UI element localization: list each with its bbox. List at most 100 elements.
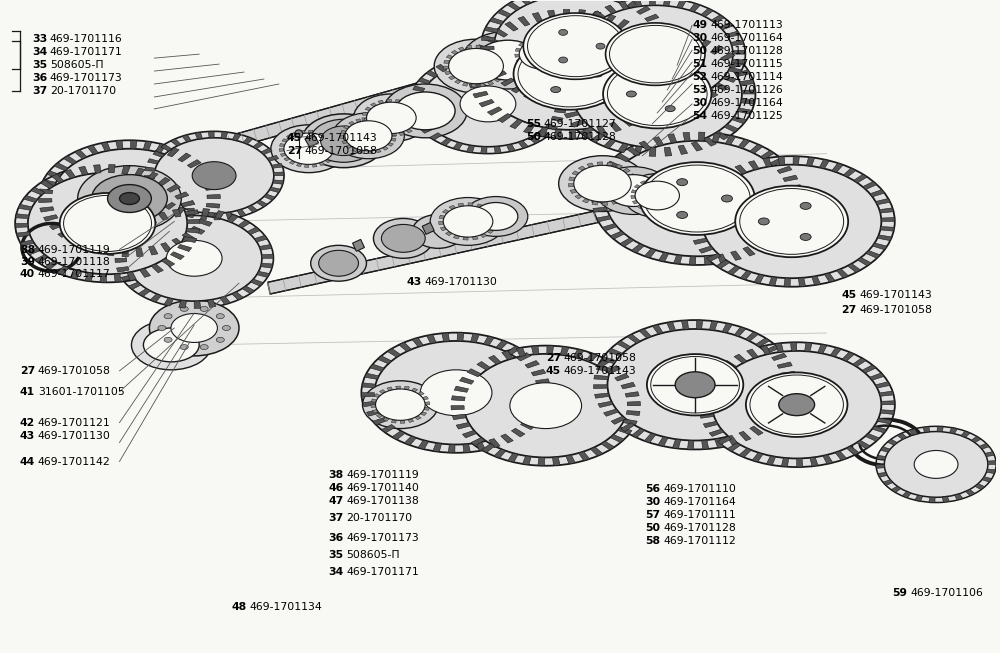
Ellipse shape xyxy=(164,338,172,342)
Ellipse shape xyxy=(451,345,640,466)
Polygon shape xyxy=(170,252,184,260)
Polygon shape xyxy=(682,99,692,107)
Polygon shape xyxy=(679,193,684,195)
Polygon shape xyxy=(54,163,68,170)
Polygon shape xyxy=(929,497,935,503)
Polygon shape xyxy=(284,157,290,161)
Polygon shape xyxy=(115,249,128,253)
Text: 27: 27 xyxy=(287,146,302,156)
Polygon shape xyxy=(481,234,487,238)
Polygon shape xyxy=(568,98,574,106)
Polygon shape xyxy=(691,142,703,151)
Ellipse shape xyxy=(702,165,881,278)
Polygon shape xyxy=(628,174,635,178)
Ellipse shape xyxy=(374,341,538,445)
Text: 469-1701111: 469-1701111 xyxy=(663,510,736,520)
Ellipse shape xyxy=(510,383,582,428)
Polygon shape xyxy=(476,442,486,451)
Polygon shape xyxy=(513,58,523,65)
Polygon shape xyxy=(688,440,694,449)
Ellipse shape xyxy=(523,13,628,79)
Polygon shape xyxy=(440,227,446,231)
Polygon shape xyxy=(777,362,792,368)
Text: 30: 30 xyxy=(645,497,660,507)
Polygon shape xyxy=(637,205,643,209)
Polygon shape xyxy=(696,320,703,329)
Polygon shape xyxy=(887,439,897,445)
Polygon shape xyxy=(631,180,637,183)
Ellipse shape xyxy=(166,240,222,276)
Polygon shape xyxy=(175,192,189,199)
Polygon shape xyxy=(705,89,718,97)
Polygon shape xyxy=(392,431,405,439)
Polygon shape xyxy=(559,94,573,98)
Polygon shape xyxy=(319,162,325,166)
Polygon shape xyxy=(707,253,721,261)
Polygon shape xyxy=(481,146,487,153)
Polygon shape xyxy=(724,124,739,133)
Text: 469-1701121: 469-1701121 xyxy=(38,418,111,428)
Polygon shape xyxy=(280,153,286,157)
Ellipse shape xyxy=(746,372,847,437)
Polygon shape xyxy=(609,122,621,132)
Text: 37: 37 xyxy=(32,86,47,96)
Text: 469-1701134: 469-1701134 xyxy=(249,603,322,613)
Ellipse shape xyxy=(120,193,139,204)
Polygon shape xyxy=(780,221,795,227)
Polygon shape xyxy=(824,273,835,282)
Polygon shape xyxy=(727,443,741,451)
Polygon shape xyxy=(655,60,670,65)
Polygon shape xyxy=(391,138,396,141)
Polygon shape xyxy=(356,119,361,122)
Polygon shape xyxy=(501,78,515,86)
Polygon shape xyxy=(418,440,429,449)
Polygon shape xyxy=(649,0,655,5)
Ellipse shape xyxy=(115,208,273,308)
Polygon shape xyxy=(659,31,665,40)
Polygon shape xyxy=(592,201,598,205)
Polygon shape xyxy=(538,130,550,137)
Polygon shape xyxy=(619,1,629,10)
Ellipse shape xyxy=(519,39,566,69)
Polygon shape xyxy=(463,444,470,453)
Polygon shape xyxy=(881,401,895,405)
Polygon shape xyxy=(608,92,619,101)
Polygon shape xyxy=(835,451,847,460)
Polygon shape xyxy=(668,134,677,143)
Polygon shape xyxy=(153,58,510,170)
Text: 27: 27 xyxy=(841,305,857,315)
Polygon shape xyxy=(385,123,391,127)
Polygon shape xyxy=(689,256,696,265)
Polygon shape xyxy=(879,391,894,396)
Polygon shape xyxy=(876,199,890,204)
Polygon shape xyxy=(547,10,556,20)
Polygon shape xyxy=(442,333,449,342)
Ellipse shape xyxy=(409,54,567,153)
Polygon shape xyxy=(473,91,488,98)
Polygon shape xyxy=(610,231,625,239)
Polygon shape xyxy=(360,150,365,153)
Polygon shape xyxy=(574,26,588,33)
Polygon shape xyxy=(848,264,861,272)
Polygon shape xyxy=(785,212,799,218)
Polygon shape xyxy=(781,372,796,376)
Ellipse shape xyxy=(481,0,670,106)
Polygon shape xyxy=(891,486,901,492)
Ellipse shape xyxy=(644,165,750,232)
Polygon shape xyxy=(604,14,616,24)
Polygon shape xyxy=(518,16,530,26)
Polygon shape xyxy=(467,369,481,377)
Polygon shape xyxy=(156,197,167,203)
Polygon shape xyxy=(195,167,209,175)
Polygon shape xyxy=(391,420,396,423)
Polygon shape xyxy=(631,195,635,199)
Text: 36: 36 xyxy=(32,73,47,83)
Polygon shape xyxy=(624,100,634,108)
Polygon shape xyxy=(715,131,728,140)
Polygon shape xyxy=(788,204,802,208)
Polygon shape xyxy=(689,3,700,12)
Ellipse shape xyxy=(443,206,493,237)
Ellipse shape xyxy=(606,23,705,86)
Polygon shape xyxy=(122,248,128,257)
Polygon shape xyxy=(961,431,970,438)
